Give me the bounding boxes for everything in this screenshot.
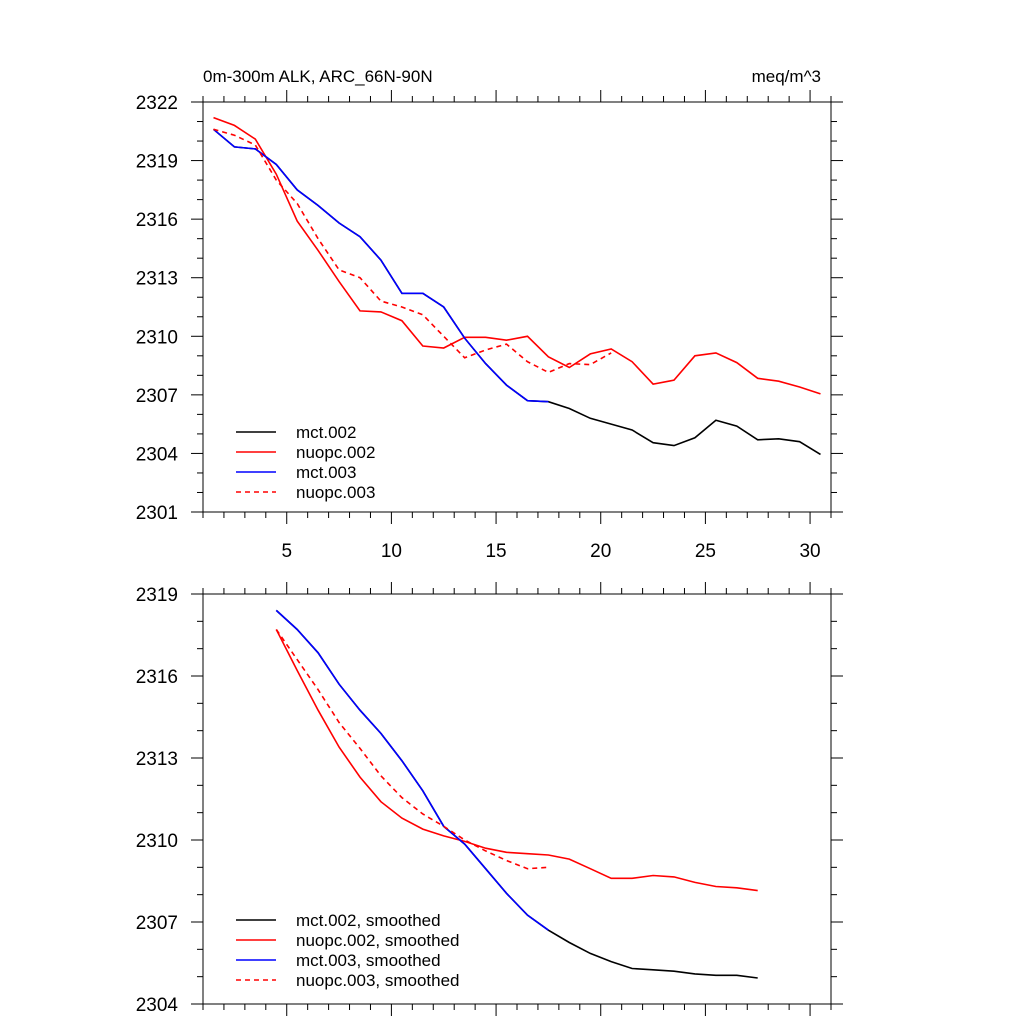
y-tick-label: 2322: [136, 93, 178, 114]
y-tick-label: 2319: [136, 152, 178, 173]
legend-label: mct.002: [296, 423, 356, 442]
y-tick-label: 2304: [136, 995, 179, 1016]
legend-label: mct.003, smoothed: [296, 951, 441, 970]
chart-title: 0m-300m ALK, ARC_66N-90N: [203, 67, 433, 86]
bottom-panel: 2304 2307 2310 2313 2316 2319 mct.002, smoothe…: [136, 582, 843, 1016]
x-tick-label: 15: [485, 541, 506, 562]
y-tick-label: 2301: [136, 503, 178, 524]
series-line-nuopc-003: [213, 128, 612, 374]
legend-label: mct.003: [296, 463, 356, 482]
y-tick-label: 2310: [136, 327, 178, 348]
series-line-mct-003: [212, 128, 549, 403]
y-tick-label: 2316: [136, 210, 178, 231]
top-panel: 2301 2304 2307 2310 2313 2316 2319 2322 5 10 15 20 2…: [136, 90, 843, 562]
legend-label: nuopc.002: [296, 443, 375, 462]
series-line-mct-003-smoothed: [275, 609, 549, 931]
y-tick-label: 2310: [136, 831, 178, 852]
legend-label: mct.002, smoothed: [296, 911, 441, 930]
series-line-nuopc-002-smoothed: [275, 629, 758, 892]
series-line-mct-002: [212, 128, 821, 456]
series-line-nuopc-003-smoothed: [275, 629, 549, 870]
x-tick-label: 25: [695, 541, 716, 562]
y-tick-label: 2307: [136, 386, 178, 407]
x-tick-label: 30: [799, 541, 820, 562]
x-tick-label: 20: [590, 541, 611, 562]
legend-label: nuopc.002, smoothed: [296, 931, 460, 950]
legend-label: nuopc.003: [296, 483, 375, 502]
y-tick-label: 2319: [136, 585, 178, 606]
legend-label: nuopc.003, smoothed: [296, 971, 460, 990]
x-tick-label: 5: [281, 541, 292, 562]
y-tick-label: 2313: [136, 269, 178, 290]
chart-units: meq/m^3: [752, 67, 821, 86]
series-line-nuopc-002: [213, 116, 821, 395]
y-tick-label: 2304: [136, 444, 179, 465]
y-tick-label: 2316: [136, 667, 178, 688]
y-tick-label: 2313: [136, 749, 178, 770]
x-tick-label: 10: [381, 541, 402, 562]
y-tick-label: 2307: [136, 913, 178, 934]
